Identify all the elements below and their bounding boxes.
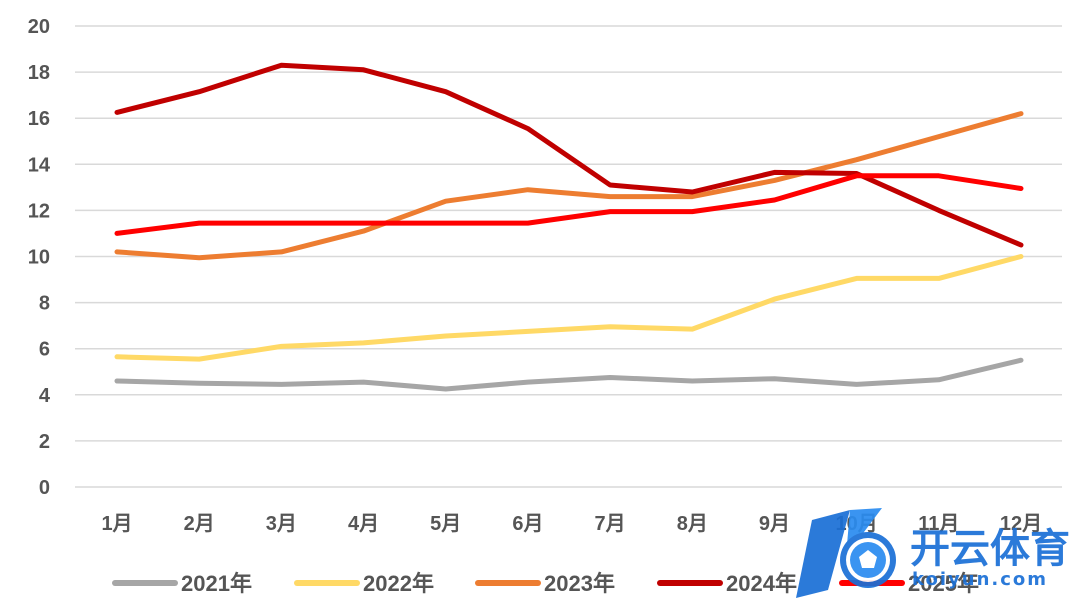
y-tick-label: 8: [39, 293, 50, 315]
x-tick-label: 1月: [101, 513, 132, 535]
y-tick-label: 20: [28, 16, 50, 38]
series-line-5: [114, 173, 1024, 236]
x-tick-label: 5月: [430, 513, 461, 535]
x-tick-label: 6月: [512, 513, 543, 535]
watermark: 开云体育 koiyun.com: [796, 508, 1070, 598]
y-tick-label: 12: [28, 200, 50, 222]
y-tick-label: 16: [28, 108, 50, 130]
y-tick-label: 6: [39, 339, 50, 361]
y-axis: 0 2 4 6 8 10 12 14 16 18 20: [28, 16, 51, 499]
x-axis: 1月2月3月4月5月6月7月8月9月10月11月12月: [101, 513, 1042, 535]
y-tick-label: 4: [39, 385, 51, 407]
watermark-title: 开云体育: [910, 526, 1070, 572]
y-tick-label: 14: [28, 154, 51, 176]
series-line-3: [114, 111, 1024, 261]
x-tick-label: 12月: [1000, 513, 1042, 535]
x-tick-label: 8月: [677, 513, 708, 535]
x-tick-label: 4月: [348, 513, 379, 535]
watermark-logo: [796, 508, 896, 598]
y-tick-label: 10: [28, 247, 50, 269]
y-tick-label: 18: [28, 62, 50, 84]
series-lines: [114, 62, 1024, 392]
series-line-4: [114, 62, 1024, 248]
series-line-2: [114, 254, 1024, 362]
x-tick-label: 9月: [759, 513, 790, 535]
legend-label: 2021年: [181, 571, 252, 596]
x-tick-label: 7月: [595, 513, 626, 535]
legend: 2021年 2022年 2023年 2024年 2025年: [112, 571, 979, 596]
watermark-url: koiyun.com: [912, 569, 1048, 590]
y-tick-label: 2: [39, 431, 50, 453]
legend-label: 2023年: [544, 571, 615, 596]
legend-label: 2025年: [908, 571, 979, 596]
series-line-1: [114, 357, 1024, 392]
legend-label: 2022年: [363, 571, 434, 596]
x-tick-label: 3月: [266, 513, 297, 535]
y-tick-label: 0: [39, 477, 50, 499]
x-tick-label: 2月: [184, 513, 215, 535]
x-tick-label: 11月: [918, 513, 959, 535]
legend-label: 2024年: [726, 571, 797, 596]
